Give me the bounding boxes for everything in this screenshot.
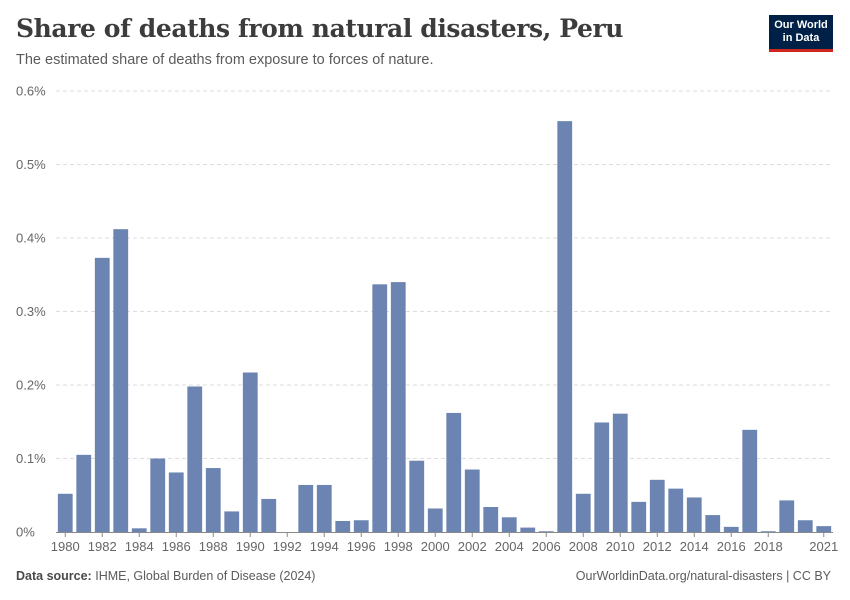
y-tick-label: 0.5% bbox=[16, 157, 46, 172]
x-tick-label: 1982 bbox=[88, 539, 117, 554]
bar[interactable] bbox=[779, 500, 795, 532]
bar[interactable] bbox=[409, 460, 425, 532]
y-tick-label: 0% bbox=[16, 525, 35, 540]
x-tick-label: 2006 bbox=[532, 539, 561, 554]
x-tick-label: 2010 bbox=[606, 539, 635, 554]
bar[interactable] bbox=[631, 501, 647, 532]
x-tick-label: 2008 bbox=[569, 539, 598, 554]
x-tick-label: 2004 bbox=[495, 539, 524, 554]
y-tick-label: 0.2% bbox=[16, 378, 46, 393]
x-tick-label: 1992 bbox=[273, 539, 302, 554]
bar[interactable] bbox=[742, 429, 758, 532]
data-source-label: Data source: bbox=[16, 569, 92, 583]
bar[interactable] bbox=[520, 527, 536, 532]
bar[interactable] bbox=[668, 488, 684, 532]
bar[interactable] bbox=[205, 468, 221, 532]
bar-chart: 0% 0.1% 0.2% 0.3% 0.4% 0.5% 0.6% 1980 1982 1984 19… bbox=[16, 84, 838, 555]
bar[interactable] bbox=[649, 479, 665, 532]
x-tick-label: 1980 bbox=[51, 539, 80, 554]
owid-logo[interactable]: Our World in Data bbox=[769, 15, 833, 52]
logo-line-1: Our World bbox=[774, 19, 828, 31]
x-tick-label: 1988 bbox=[199, 539, 228, 554]
bar[interactable] bbox=[76, 454, 92, 532]
bar[interactable] bbox=[816, 526, 832, 532]
bar[interactable] bbox=[242, 372, 258, 532]
bar[interactable] bbox=[760, 531, 776, 532]
logo-line-2: in Data bbox=[782, 32, 820, 44]
x-tick-label: 1984 bbox=[125, 539, 154, 554]
bar[interactable] bbox=[113, 229, 129, 532]
data-source: Data source: IHME, Global Burden of Dise… bbox=[16, 569, 315, 583]
bar[interactable] bbox=[797, 520, 813, 532]
y-tick-label: 0.3% bbox=[16, 304, 46, 319]
x-tick-label: 1998 bbox=[384, 539, 413, 554]
bar[interactable] bbox=[224, 511, 240, 532]
bar[interactable] bbox=[335, 520, 351, 532]
bar[interactable] bbox=[150, 458, 166, 533]
y-tick-label: 0.6% bbox=[16, 84, 46, 99]
x-tick-label: 2016 bbox=[717, 539, 746, 554]
bar[interactable] bbox=[686, 497, 702, 532]
bar[interactable] bbox=[483, 507, 499, 532]
y-tick-label: 0.1% bbox=[16, 451, 46, 466]
bar[interactable] bbox=[353, 520, 369, 532]
bar[interactable] bbox=[705, 515, 721, 532]
bar[interactable] bbox=[446, 412, 462, 532]
x-tick-label: 1996 bbox=[347, 539, 376, 554]
bar[interactable] bbox=[187, 386, 203, 532]
bar[interactable] bbox=[168, 472, 184, 532]
bar[interactable] bbox=[723, 526, 739, 532]
bar[interactable] bbox=[390, 282, 406, 532]
bar[interactable] bbox=[594, 422, 610, 532]
x-tick-label: 2014 bbox=[680, 539, 709, 554]
bar[interactable] bbox=[372, 284, 388, 532]
x-tick-label: 1986 bbox=[162, 539, 191, 554]
x-tick-label: 2002 bbox=[458, 539, 487, 554]
bar[interactable] bbox=[131, 528, 147, 532]
chart-subtitle: The estimated share of deaths from expos… bbox=[16, 52, 434, 68]
x-tick-label: 2021 bbox=[809, 539, 838, 554]
x-tick-label: 1994 bbox=[310, 539, 339, 554]
bar[interactable] bbox=[298, 484, 314, 532]
bar[interactable] bbox=[427, 508, 443, 532]
bar[interactable] bbox=[612, 413, 628, 532]
x-tick-label: 2000 bbox=[421, 539, 450, 554]
bar[interactable] bbox=[501, 517, 517, 532]
bar[interactable] bbox=[261, 498, 277, 532]
x-tick-label: 2012 bbox=[643, 539, 672, 554]
bar[interactable] bbox=[57, 493, 73, 532]
y-tick-label: 0.4% bbox=[16, 231, 46, 246]
bar[interactable] bbox=[557, 121, 573, 532]
chart-title: Share of deaths from natural disasters, … bbox=[16, 14, 624, 43]
x-tick-label: 2018 bbox=[754, 539, 783, 554]
bar[interactable] bbox=[464, 469, 480, 532]
source-url[interactable]: OurWorldinData.org/natural-disasters | C… bbox=[575, 569, 831, 583]
bar[interactable] bbox=[538, 531, 554, 532]
data-source-text[interactable]: IHME, Global Burden of Disease (2024) bbox=[95, 569, 316, 583]
bar[interactable] bbox=[94, 257, 110, 532]
bar[interactable] bbox=[575, 493, 591, 532]
x-tick-label: 1990 bbox=[236, 539, 265, 554]
bar[interactable] bbox=[316, 484, 332, 532]
